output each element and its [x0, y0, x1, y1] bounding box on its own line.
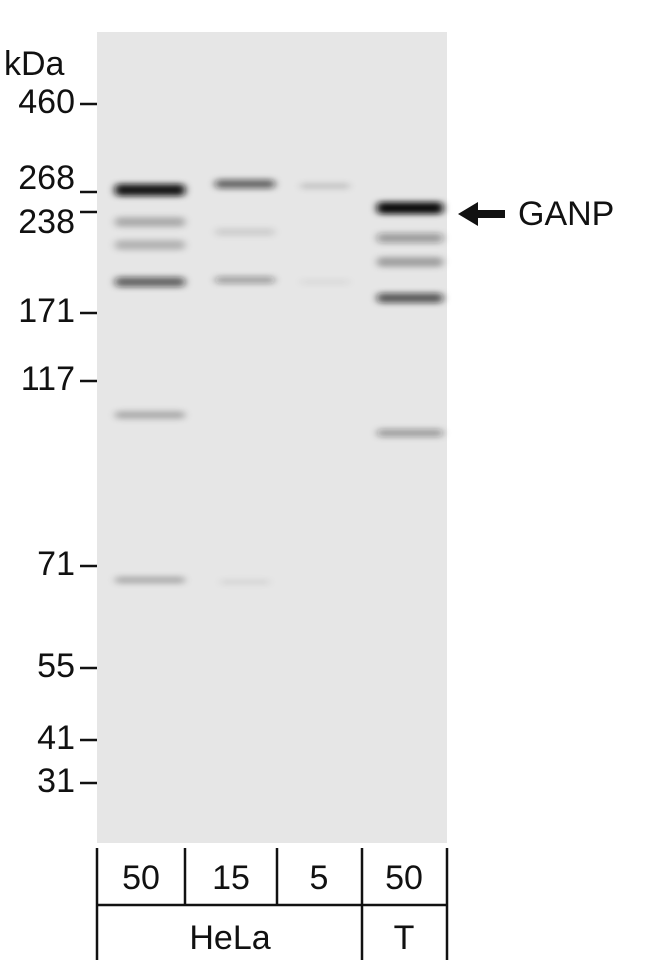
unit-label: kDa: [4, 45, 65, 83]
marker-label: 117: [21, 360, 75, 398]
band: [377, 429, 443, 437]
lane-table: [95, 848, 449, 960]
band: [215, 228, 275, 236]
marker-label: 71: [37, 545, 75, 583]
band: [300, 279, 350, 285]
band: [377, 233, 443, 243]
lane-label: 5: [310, 859, 329, 897]
marker-label: 55: [37, 647, 75, 685]
target-label: GANP: [518, 195, 614, 233]
band: [115, 411, 185, 419]
band: [115, 217, 185, 227]
band: [115, 277, 185, 287]
band: [115, 184, 185, 196]
marker-label: 41: [37, 719, 75, 757]
marker-label: 171: [18, 292, 75, 330]
arrow: [458, 202, 505, 226]
band: [215, 276, 275, 284]
membrane: [97, 32, 447, 843]
marker-label: 268: [18, 159, 75, 197]
band: [215, 179, 275, 189]
band: [377, 202, 443, 214]
band: [377, 257, 443, 267]
band: [220, 579, 270, 585]
group-label: HeLa: [189, 919, 270, 957]
lane-label: 50: [122, 859, 160, 897]
bands: [115, 179, 443, 585]
marker-label: 31: [37, 762, 75, 800]
marker-label: 238: [18, 203, 75, 241]
lane-label: 50: [385, 859, 423, 897]
lane-label: 15: [212, 859, 250, 897]
band: [300, 183, 350, 189]
band: [377, 293, 443, 303]
group-label: T: [394, 919, 415, 957]
band: [115, 576, 185, 584]
marker-label: 460: [18, 83, 75, 121]
band: [115, 240, 185, 250]
